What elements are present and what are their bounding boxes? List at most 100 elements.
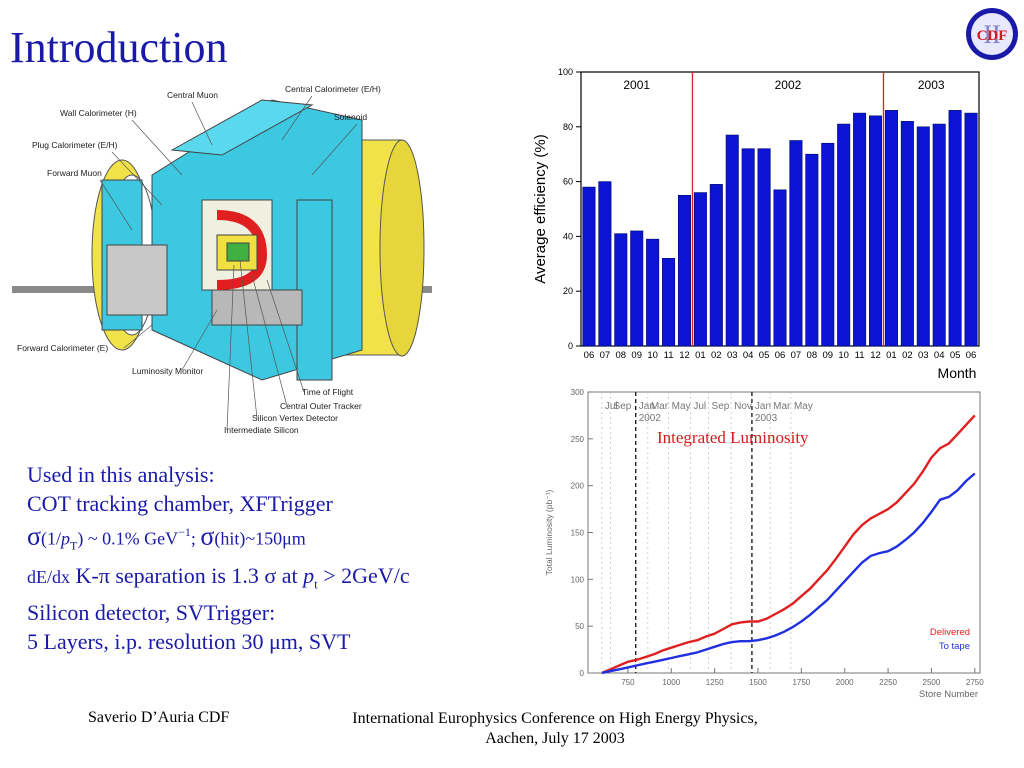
eff-bar bbox=[964, 112, 978, 347]
eff-bar bbox=[869, 115, 883, 347]
eff-xtick-label: 12 bbox=[870, 350, 881, 361]
eff-xtick-label: 08 bbox=[807, 350, 818, 361]
analysis-line-2: COT tracking chamber, XFTrigger bbox=[27, 491, 333, 516]
lumi-ytick-label: 250 bbox=[571, 435, 585, 444]
eff-bar bbox=[693, 192, 707, 347]
eff-xtick-label: 10 bbox=[647, 350, 658, 361]
solenoid-red bbox=[216, 210, 268, 290]
eff-ytick-label: 80 bbox=[563, 122, 573, 132]
sigma-symbol-2: σ bbox=[200, 521, 215, 551]
resolution-T: T bbox=[70, 538, 78, 553]
eff-bar bbox=[884, 110, 898, 347]
eff-bar bbox=[677, 195, 691, 347]
pt-threshold: > 2GeV/c bbox=[317, 562, 410, 588]
eff-bar bbox=[837, 123, 851, 347]
eff-bar bbox=[853, 112, 867, 347]
eff-bar bbox=[948, 110, 962, 347]
eff-xtick-label: 07 bbox=[600, 350, 611, 361]
eff-xtick-label: 06 bbox=[966, 350, 977, 361]
eff-xtick-label: 07 bbox=[791, 350, 802, 361]
lumi-ytick-label: 100 bbox=[571, 575, 585, 584]
lumi-xtick-label: 2750 bbox=[966, 678, 984, 687]
lumi-month-label: May bbox=[672, 401, 691, 412]
eff-bar bbox=[598, 181, 612, 347]
eff-xlabel: Month bbox=[938, 365, 977, 381]
eff-bar bbox=[916, 126, 930, 347]
eff-bar bbox=[789, 140, 803, 347]
eff-bar bbox=[900, 121, 914, 347]
lumi-month-label: Mar bbox=[773, 401, 791, 412]
lumi-xtick-label: 1250 bbox=[706, 678, 724, 687]
label-silicon-vertex: Silicon Vertex Detector bbox=[252, 413, 338, 423]
eff-bar bbox=[757, 148, 771, 347]
eff-xtick-label: 09 bbox=[631, 350, 642, 361]
detector-diagram: Central Muon Central Calorimeter (E/H) W… bbox=[12, 84, 432, 435]
eff-xtick-label: 12 bbox=[679, 350, 690, 361]
hit-resolution: (hit)~150μm bbox=[214, 528, 306, 549]
resolution-b: ) ~ 0.1% GeV bbox=[77, 528, 179, 549]
eff-xtick-label: 04 bbox=[743, 350, 754, 361]
eff-bar bbox=[805, 153, 819, 347]
footer-author: Saverio D’Auria CDF bbox=[88, 709, 230, 726]
eff-xtick-label: 01 bbox=[695, 350, 706, 361]
luminosity-chart-annotation: Integrated Luminosity bbox=[657, 428, 809, 447]
lumi-year-label: 2002 bbox=[639, 413, 662, 424]
eff-bar bbox=[773, 189, 787, 347]
label-luminosity-monitor: Luminosity Monitor bbox=[132, 366, 204, 376]
label-forward-muon: Forward Muon bbox=[47, 168, 102, 178]
forward-muon-block bbox=[106, 244, 168, 316]
eff-xtick-label: 10 bbox=[838, 350, 849, 361]
eff-bar bbox=[662, 258, 676, 347]
lumi-month-label: Sep bbox=[712, 401, 730, 412]
label-central-outer-tracker: Central Outer Tracker bbox=[280, 401, 362, 411]
lumi-series-line bbox=[601, 414, 976, 675]
lumi-month-label: Jul bbox=[693, 401, 706, 412]
eff-bar bbox=[646, 238, 660, 347]
eff-xtick-label: 02 bbox=[711, 350, 722, 361]
label-time-of-flight: Time of Flight bbox=[302, 387, 354, 397]
silicon-detector bbox=[226, 242, 250, 262]
label-central-muon: Central Muon bbox=[167, 90, 218, 100]
logo-roman: II bbox=[983, 20, 1000, 49]
resolution-c: ; bbox=[190, 528, 201, 549]
eff-ytick-label: 20 bbox=[563, 286, 573, 296]
eff-ytick-label: 60 bbox=[563, 177, 573, 187]
eff-ylabel: Average efficiency (%) bbox=[532, 134, 549, 284]
footer-conference-line-1: International Europhysics Conference on … bbox=[352, 710, 758, 727]
analysis-text-block: Used in this analysis: COT tracking cham… bbox=[27, 460, 410, 656]
lumi-xtick-label: 1750 bbox=[792, 678, 810, 687]
eff-xtick-label: 04 bbox=[934, 350, 945, 361]
eff-xtick-label: 11 bbox=[664, 350, 674, 361]
analysis-line-3: σ(1/pT) ~ 0.1% GeV−1; σ(hit)~150μm bbox=[27, 518, 410, 561]
lumi-xtick-label: 2000 bbox=[836, 678, 854, 687]
lumi-month-label: May bbox=[794, 401, 813, 412]
lumi-month-label: Jan bbox=[639, 401, 655, 412]
lumi-xtick-label: 1000 bbox=[662, 678, 680, 687]
eff-ytick-label: 100 bbox=[558, 67, 573, 77]
sigma-symbol: σ bbox=[27, 521, 42, 551]
label-intermediate-silicon: Intermediate Silicon bbox=[224, 425, 299, 435]
lumi-xlabel: Store Number bbox=[919, 689, 978, 700]
footer-conference: International Europhysics Conference on … bbox=[305, 709, 805, 749]
separation-text: K-π separation is 1.3 σ at bbox=[70, 562, 304, 588]
label-solenoid: Solenoid bbox=[334, 112, 367, 122]
eff-xtick-label: 05 bbox=[759, 350, 770, 361]
label-leaders bbox=[99, 95, 358, 431]
footer-conference-line-2: Aachen, July 17 2003 bbox=[485, 730, 625, 747]
label-wall-calorimeter: Wall Calorimeter (H) bbox=[60, 108, 137, 118]
label-forward-calorimeter: Forward Calorimeter (E) bbox=[17, 343, 108, 353]
eff-xtick-label: 09 bbox=[822, 350, 833, 361]
eff-xtick-label: 05 bbox=[950, 350, 961, 361]
detector-labels: Central Muon Central Calorimeter (E/H) W… bbox=[17, 84, 381, 435]
eff-bar bbox=[582, 186, 596, 347]
lumi-month-label: Jan bbox=[755, 401, 771, 412]
eff-bar bbox=[630, 230, 644, 347]
lumi-ytick-label: 200 bbox=[571, 482, 585, 491]
analysis-line-6: 5 Layers, i.p. resolution 30 μm, SVT bbox=[27, 629, 351, 655]
lumi-xtick-label: 2250 bbox=[879, 678, 897, 687]
eff-xtick-label: 11 bbox=[855, 350, 865, 361]
eff-bar bbox=[614, 233, 628, 347]
wall-calorimeter-right bbox=[296, 199, 333, 381]
